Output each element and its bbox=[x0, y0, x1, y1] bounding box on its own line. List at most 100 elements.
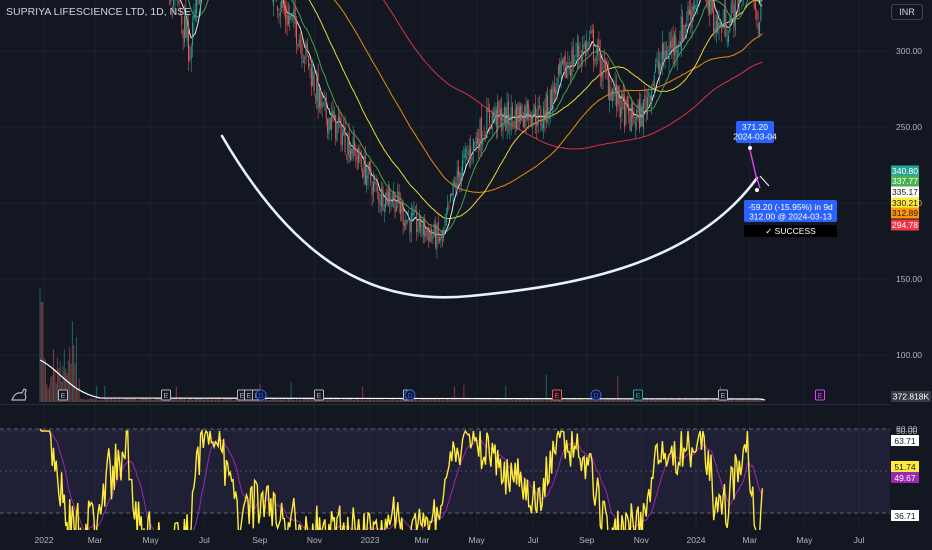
event-marker[interactable]: E bbox=[815, 389, 825, 401]
volume-bar bbox=[495, 398, 497, 402]
candle-body bbox=[647, 97, 648, 115]
candle-body bbox=[602, 59, 604, 81]
event-marker[interactable]: E bbox=[552, 389, 562, 401]
currency-button[interactable]: INR bbox=[891, 4, 923, 20]
symbol-title[interactable]: SUPRIYA LIFESCIENCE LTD, 1D, NSE bbox=[6, 6, 192, 18]
volume-bar bbox=[85, 399, 87, 402]
volume-bar bbox=[714, 398, 716, 402]
candle-body bbox=[443, 229, 445, 238]
volume-bar bbox=[112, 399, 114, 402]
candle-body bbox=[628, 104, 630, 114]
volume-bar bbox=[610, 397, 612, 402]
volume-bar bbox=[615, 400, 617, 402]
volume-bar bbox=[549, 399, 551, 402]
price-scale[interactable] bbox=[890, 0, 932, 550]
event-marker[interactable]: D bbox=[404, 389, 416, 401]
volume-bar bbox=[609, 399, 611, 402]
candle-body bbox=[354, 140, 356, 149]
candle-body bbox=[652, 84, 654, 87]
volume-bar bbox=[517, 400, 519, 402]
volume-bar bbox=[675, 399, 677, 402]
volume-bar bbox=[696, 397, 698, 402]
volume-bar bbox=[687, 399, 689, 402]
candle-body bbox=[491, 110, 493, 125]
candle-body bbox=[545, 93, 547, 123]
event-markers[interactable]: EEEEEDEEDEDEEE bbox=[58, 389, 825, 401]
price-value-tag bbox=[891, 186, 919, 198]
volume-bar bbox=[368, 399, 370, 402]
event-marker[interactable]: D bbox=[255, 389, 267, 401]
volume-bar bbox=[647, 397, 648, 402]
volume-bar bbox=[266, 397, 268, 402]
volume-bar bbox=[277, 398, 279, 402]
candle-body bbox=[425, 230, 427, 238]
candle-body bbox=[722, 23, 724, 28]
candle-body bbox=[582, 45, 584, 58]
candle-body bbox=[525, 104, 527, 122]
volume-bar bbox=[545, 374, 547, 402]
volume-bar bbox=[715, 398, 717, 402]
candle-body bbox=[414, 211, 416, 212]
volume-bar bbox=[651, 398, 653, 402]
volume-bar bbox=[707, 400, 709, 402]
candle-body bbox=[506, 103, 508, 128]
volume-bar bbox=[399, 398, 401, 402]
candle-body bbox=[179, 8, 181, 15]
volume-bar bbox=[463, 384, 465, 402]
volume-bar bbox=[408, 399, 410, 402]
candle-body bbox=[170, 0, 172, 3]
event-marker[interactable]: E bbox=[58, 389, 68, 401]
dino-logo-icon bbox=[11, 388, 27, 401]
volume-bar bbox=[445, 398, 447, 402]
event-marker[interactable]: E bbox=[633, 389, 643, 401]
volume-bar bbox=[547, 398, 549, 402]
event-marker[interactable]: E bbox=[314, 389, 324, 401]
pane-divider[interactable] bbox=[0, 404, 890, 405]
volume-bar bbox=[377, 400, 378, 402]
volume-bar bbox=[501, 399, 503, 402]
candle-body bbox=[309, 63, 311, 66]
volume-bar bbox=[524, 399, 526, 402]
candle-body bbox=[456, 170, 458, 191]
candle-body bbox=[615, 84, 617, 108]
volume-bar bbox=[674, 398, 675, 402]
volume-bar bbox=[529, 399, 531, 402]
price-value-tag-label: 337.77 bbox=[892, 176, 918, 186]
moving-average-lines bbox=[179, 0, 763, 236]
change-label[interactable]: -59.20 (-15.95%) in 9d 312.00 @ 2024-03-… bbox=[744, 200, 837, 222]
volume-bar bbox=[471, 399, 473, 402]
event-marker[interactable]: E bbox=[161, 389, 171, 401]
volume-bar bbox=[748, 398, 750, 402]
time-tick-label: Mar bbox=[88, 535, 103, 545]
event-marker[interactable]: E bbox=[718, 389, 728, 401]
candle-body bbox=[729, 17, 731, 32]
price-value-tag bbox=[891, 175, 919, 187]
volume-bar bbox=[553, 400, 555, 402]
volume-bar bbox=[723, 399, 725, 402]
candle-body bbox=[335, 114, 337, 139]
volume-bar bbox=[186, 399, 188, 402]
volume-bar bbox=[540, 399, 542, 402]
candle-body bbox=[543, 107, 545, 128]
volume-bar bbox=[429, 399, 431, 402]
volume-bar bbox=[736, 400, 738, 402]
peak-label[interactable]: 371.20 2024-03-04 bbox=[733, 121, 777, 148]
candle-body bbox=[483, 135, 485, 136]
volume-bar bbox=[678, 397, 680, 402]
candle-body bbox=[325, 97, 327, 120]
volume-bar bbox=[363, 399, 365, 402]
candle-body bbox=[327, 118, 329, 133]
candle-body bbox=[478, 138, 480, 150]
volume-bar bbox=[728, 398, 729, 402]
price-tick-label: 100.00 bbox=[896, 350, 922, 360]
volume-bar bbox=[174, 398, 176, 402]
candle-body bbox=[281, 0, 283, 9]
time-scale[interactable] bbox=[0, 530, 932, 550]
volume-bar bbox=[636, 400, 638, 402]
candle-body bbox=[464, 148, 466, 158]
candle-body bbox=[404, 222, 405, 226]
time-tick-label: May bbox=[469, 535, 486, 545]
event-marker[interactable]: D bbox=[590, 389, 602, 401]
volume-bar bbox=[128, 398, 130, 402]
